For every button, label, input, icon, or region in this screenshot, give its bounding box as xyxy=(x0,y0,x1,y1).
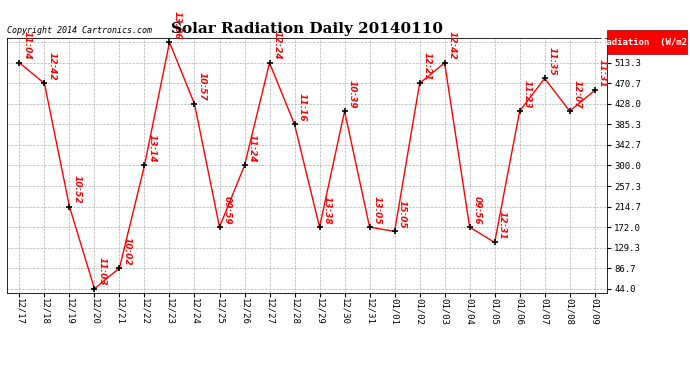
Point xyxy=(539,75,550,81)
Point xyxy=(414,80,425,86)
Text: 11:31: 11:31 xyxy=(598,59,607,88)
Text: 11:23: 11:23 xyxy=(522,80,531,108)
Text: 12:21: 12:21 xyxy=(422,52,431,81)
Point xyxy=(389,228,400,234)
Point xyxy=(339,108,350,114)
Point xyxy=(264,60,275,66)
Text: 12:31: 12:31 xyxy=(497,211,506,240)
Text: Radiation  (W/m2): Radiation (W/m2) xyxy=(601,38,690,47)
Text: 10:52: 10:52 xyxy=(72,175,81,204)
Text: 13:05: 13:05 xyxy=(373,196,382,224)
Point xyxy=(589,87,600,93)
Point xyxy=(214,224,225,230)
Point xyxy=(64,204,75,210)
Text: 09:56: 09:56 xyxy=(473,196,482,224)
Text: 09:59: 09:59 xyxy=(222,196,231,224)
Text: 13:38: 13:38 xyxy=(322,196,331,224)
Text: 12:07: 12:07 xyxy=(573,80,582,108)
Text: 13:06: 13:06 xyxy=(172,11,181,39)
Point xyxy=(314,224,325,230)
Point xyxy=(514,108,525,114)
Text: 11:03: 11:03 xyxy=(97,257,106,286)
Point xyxy=(289,122,300,128)
Text: 11:35: 11:35 xyxy=(547,47,556,76)
Text: 10:02: 10:02 xyxy=(122,237,131,266)
Point xyxy=(239,162,250,168)
Point xyxy=(564,108,575,114)
Text: 11:24: 11:24 xyxy=(247,134,256,163)
Text: 12:42: 12:42 xyxy=(47,52,56,81)
Title: Solar Radiation Daily 20140110: Solar Radiation Daily 20140110 xyxy=(171,22,443,36)
Point xyxy=(464,224,475,230)
Text: 11:16: 11:16 xyxy=(297,93,306,122)
Text: 10:57: 10:57 xyxy=(197,72,206,101)
Point xyxy=(39,80,50,86)
Text: 13:14: 13:14 xyxy=(147,134,156,163)
Point xyxy=(189,101,200,107)
Point xyxy=(489,240,500,246)
Text: 12:24: 12:24 xyxy=(273,32,282,60)
Point xyxy=(114,265,125,271)
Point xyxy=(89,286,100,292)
Text: Copyright 2014 Cartronics.com: Copyright 2014 Cartronics.com xyxy=(7,26,152,35)
Point xyxy=(439,60,450,66)
Text: 15:05: 15:05 xyxy=(397,200,406,229)
Text: 12:42: 12:42 xyxy=(447,32,456,60)
Point xyxy=(164,39,175,45)
Text: 11:04: 11:04 xyxy=(22,32,31,60)
Point xyxy=(14,60,25,66)
Point xyxy=(139,162,150,168)
Text: 10:39: 10:39 xyxy=(347,80,356,108)
Point xyxy=(364,224,375,230)
